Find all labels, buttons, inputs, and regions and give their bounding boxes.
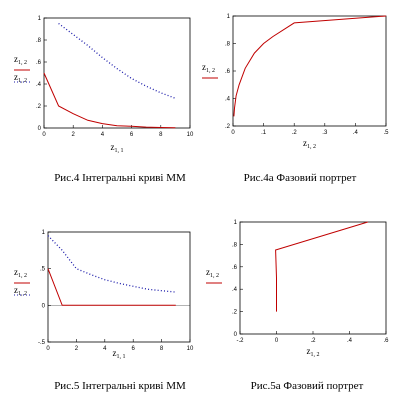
p2-xtick-label-5: .5 — [383, 130, 389, 136]
p3-xtick-label-5: 10 — [187, 346, 194, 352]
p2-frame — [232, 15, 387, 127]
p4-xlabel: z1, 2 — [307, 346, 320, 358]
p4-xtick-label-0: -.2 — [236, 338, 244, 344]
p4-xtick-label-3: .4 — [347, 338, 353, 344]
p3-xtick-label-0: 0 — [46, 346, 50, 352]
p3-xtick-label-4: 8 — [160, 346, 164, 352]
p4-ytick-label-1: .2 — [232, 310, 238, 316]
p1-series-0 — [43, 72, 176, 129]
p3-ytick-label-0: -.5 — [38, 340, 46, 346]
p3-xtick-label-3: 6 — [132, 346, 136, 352]
p3-frame — [47, 231, 191, 343]
p2-xtick-label-4: .4 — [353, 130, 359, 136]
p3-xtick-label-1: 2 — [75, 346, 79, 352]
p1-ytick-label-4: .8 — [36, 38, 42, 44]
caption-fig5: Рис.5 Інтегральні криві ММ — [54, 380, 186, 392]
p3-series-0 — [47, 268, 176, 306]
p2-ylabel: z1, 2 — [202, 62, 215, 74]
p4-ytick-label-0: 0 — [234, 332, 238, 338]
caption-fig5a: Рис.5а Фазовий портрет — [250, 380, 364, 392]
p1-xtick-label-4: 8 — [159, 132, 163, 138]
p4-series-0 — [275, 221, 368, 312]
caption-fig4: Рис.4 Інтегральні криві ММ — [54, 172, 186, 184]
p3-series-1 — [47, 235, 176, 293]
p1-xtick-label-5: 10 — [187, 132, 194, 138]
p2-series-0 — [233, 15, 387, 117]
p4-xtick-label-1: 0 — [275, 338, 279, 344]
p2-ytick-label-2: .6 — [225, 69, 231, 75]
p1-xtick-label-1: 2 — [72, 132, 76, 138]
p4-ytick-label-2: .4 — [232, 287, 238, 293]
p2-ytick-label-4: 1 — [227, 14, 231, 20]
p3-ylabel: z1, 2 — [14, 267, 27, 279]
p2-xtick-label-3: .3 — [322, 130, 328, 136]
p1-ytick-label-1: .2 — [36, 104, 42, 110]
p1-ytick-label-5: 1 — [38, 16, 42, 22]
p3-xlabel: z1, 1 — [113, 348, 126, 360]
p3-legend-label-2: z1, 2 — [14, 285, 27, 297]
p1-xlabel: z1, 1 — [111, 142, 124, 154]
p4-ytick-label-3: .6 — [232, 265, 238, 271]
p1-ylabel: z1, 2 — [14, 54, 27, 66]
p2-xlabel: z1, 2 — [303, 138, 316, 150]
p4-xtick-label-2: .2 — [310, 338, 316, 344]
p2-xtick-label-0: 0 — [231, 130, 235, 136]
p2-xtick-label-2: .2 — [292, 130, 298, 136]
p3-ytick-label-2: .5 — [40, 267, 46, 273]
p2-ytick-label-3: .8 — [225, 42, 231, 48]
p1-frame — [43, 17, 191, 129]
p1-ytick-label-3: .6 — [36, 60, 42, 66]
p4-xtick-label-4: .6 — [383, 338, 389, 344]
p2-ytick-label-0: .2 — [225, 124, 231, 130]
p1-ytick-label-2: .4 — [36, 82, 42, 88]
p3-ytick-label-1: 0 — [42, 303, 46, 309]
p1-series-1 — [58, 22, 176, 99]
p1-xtick-label-0: 0 — [42, 132, 46, 138]
p1-ytick-label-0: 0 — [38, 126, 42, 132]
p2-ytick-label-1: .4 — [225, 97, 231, 103]
p1-legend-label-2: z1, 2 — [14, 72, 27, 84]
p3-xtick-label-2: 4 — [103, 346, 107, 352]
p1-xtick-label-3: 6 — [130, 132, 134, 138]
p4-ytick-label-5: 1 — [234, 220, 238, 226]
caption-fig4a: Рис.4а Фазовий портрет — [243, 172, 357, 184]
p2-xtick-label-1: .1 — [261, 130, 267, 136]
p4-ytick-label-4: .8 — [232, 242, 238, 248]
p1-xtick-label-2: 4 — [101, 132, 105, 138]
p4-ylabel: z1, 2 — [206, 267, 219, 279]
p3-ytick-label-3: 1 — [42, 230, 46, 236]
